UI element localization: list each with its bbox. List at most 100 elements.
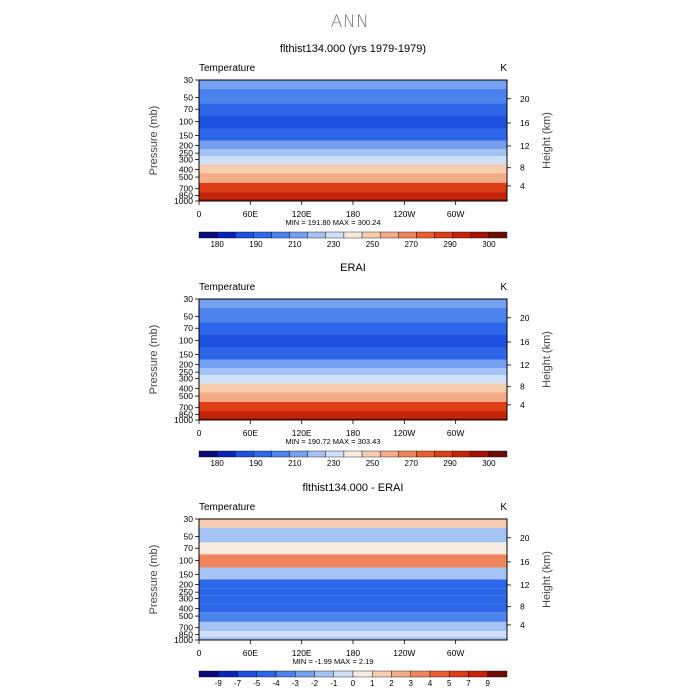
field-band bbox=[199, 527, 507, 543]
colorbar-label: 4 bbox=[428, 679, 433, 688]
field-band bbox=[199, 588, 507, 596]
y-tick-label: 300 bbox=[179, 154, 193, 164]
y-axis-label: Pressure (mb) bbox=[148, 325, 160, 395]
field-band bbox=[199, 334, 507, 348]
x-tick-label: 60E bbox=[243, 209, 258, 219]
field-band bbox=[199, 392, 507, 402]
y-tick-label: 50 bbox=[184, 93, 194, 103]
colorbar-label: 290 bbox=[443, 240, 457, 249]
colorbar-swatch bbox=[470, 450, 490, 458]
y-tick-label: 50 bbox=[184, 312, 194, 322]
y-tick-label: 30 bbox=[184, 514, 194, 524]
field-band bbox=[199, 307, 507, 323]
x-tick-label: 0 bbox=[197, 428, 202, 438]
field-band bbox=[199, 411, 507, 418]
y-tick-label: 150 bbox=[179, 570, 193, 580]
colorbar-swatch bbox=[307, 231, 327, 239]
x-tick-label: 120E bbox=[292, 428, 312, 438]
field-band bbox=[199, 612, 507, 622]
colorbar-swatch bbox=[289, 231, 308, 239]
y-right-axis-label: Height (km) bbox=[541, 112, 553, 169]
y-tick-label: 30 bbox=[184, 75, 194, 85]
y-tick-label: 250 bbox=[179, 367, 193, 377]
field-band bbox=[199, 359, 507, 369]
colorbar-label: 7 bbox=[466, 679, 471, 688]
colorbar-swatch bbox=[198, 450, 218, 458]
colorbar-label: 300 bbox=[482, 459, 496, 468]
colorbar-swatch bbox=[434, 450, 453, 458]
field-band bbox=[199, 383, 507, 393]
y-tick-label: 400 bbox=[179, 603, 193, 613]
field-band bbox=[199, 603, 507, 613]
colorbar-swatch bbox=[333, 670, 354, 678]
x-tick-label: 120E bbox=[292, 209, 312, 219]
y-right-tick-label: 4 bbox=[520, 181, 525, 191]
colorbar-swatch bbox=[452, 450, 471, 458]
colorbar-swatch bbox=[410, 670, 431, 678]
colorbar-swatch bbox=[253, 450, 272, 458]
colorbar-swatch bbox=[487, 670, 508, 678]
field-band bbox=[199, 375, 507, 384]
stats-label: MIN = -1.99 MAX = 2.19 bbox=[293, 657, 374, 666]
field-band bbox=[199, 299, 507, 308]
y-tick-label: 70 bbox=[184, 104, 194, 114]
field-band bbox=[199, 128, 507, 141]
y-tick-label: 250 bbox=[179, 148, 193, 158]
field-band bbox=[199, 567, 507, 580]
field-band bbox=[199, 115, 507, 129]
colorbar-label: 3 bbox=[409, 679, 414, 688]
colorbar-label: 180 bbox=[210, 240, 224, 249]
colorbar-swatch bbox=[235, 231, 254, 239]
colorbar-swatch bbox=[237, 670, 257, 678]
colorbar-swatch bbox=[343, 231, 363, 239]
colorbar-label: 230 bbox=[327, 240, 341, 249]
stats-label: MIN = 191.80 MAX = 300.24 bbox=[285, 218, 380, 227]
colorbar-label: 290 bbox=[443, 459, 457, 468]
x-tick-label: 120W bbox=[393, 209, 415, 219]
y-right-axis-label: Height (km) bbox=[541, 551, 553, 608]
colorbar-swatch bbox=[488, 450, 508, 458]
field-band bbox=[199, 322, 507, 335]
colorbar-label: 250 bbox=[366, 240, 380, 249]
colorbar-label: -3 bbox=[292, 679, 300, 688]
y-tick-label: 500 bbox=[179, 172, 193, 182]
y-right-axis-label: Height (km) bbox=[541, 331, 553, 388]
y-right-tick-label: 8 bbox=[520, 163, 525, 173]
y-tick-label: 400 bbox=[179, 164, 193, 174]
field-band bbox=[199, 192, 507, 199]
colorbar-swatch bbox=[343, 450, 363, 458]
y-tick-label: 1000 bbox=[174, 415, 193, 425]
y-tick-label: 100 bbox=[179, 556, 193, 566]
colorbar-label: 0 bbox=[351, 679, 356, 688]
y-right-tick-label: 12 bbox=[520, 141, 530, 151]
colorbar-label: -7 bbox=[234, 679, 242, 688]
field-band bbox=[199, 103, 507, 116]
colorbar-label: 230 bbox=[327, 459, 341, 468]
x-tick-label: 60E bbox=[243, 648, 258, 658]
y-tick-label: 400 bbox=[179, 383, 193, 393]
y-axis-label: Pressure (mb) bbox=[148, 106, 160, 176]
y-tick-label: 700 bbox=[179, 403, 193, 413]
x-tick-label: 60W bbox=[447, 648, 464, 658]
colorbar-label: 190 bbox=[249, 459, 263, 468]
colorbar-swatch bbox=[470, 231, 490, 239]
colorbar-swatch bbox=[198, 670, 219, 678]
x-tick-label: 120E bbox=[292, 648, 312, 658]
field-band bbox=[199, 88, 507, 104]
x-tick-label: 60W bbox=[447, 428, 464, 438]
colorbar-swatch bbox=[325, 231, 345, 239]
panel-title: ERAI bbox=[340, 262, 366, 274]
colorbar-swatch bbox=[379, 231, 399, 239]
field-band bbox=[199, 542, 507, 555]
field-band bbox=[199, 595, 507, 604]
field-band bbox=[199, 637, 507, 640]
field-band bbox=[199, 631, 507, 638]
colorbar-label: -1 bbox=[330, 679, 338, 688]
colorbar-swatch bbox=[256, 670, 277, 678]
colorbar-swatch bbox=[398, 231, 417, 239]
colorbar-swatch bbox=[295, 670, 315, 678]
y-tick-label: 30 bbox=[184, 294, 194, 304]
x-tick-label: 180 bbox=[346, 428, 360, 438]
colorbar-label: 2 bbox=[389, 679, 394, 688]
variable-label: Temperature bbox=[199, 282, 256, 293]
